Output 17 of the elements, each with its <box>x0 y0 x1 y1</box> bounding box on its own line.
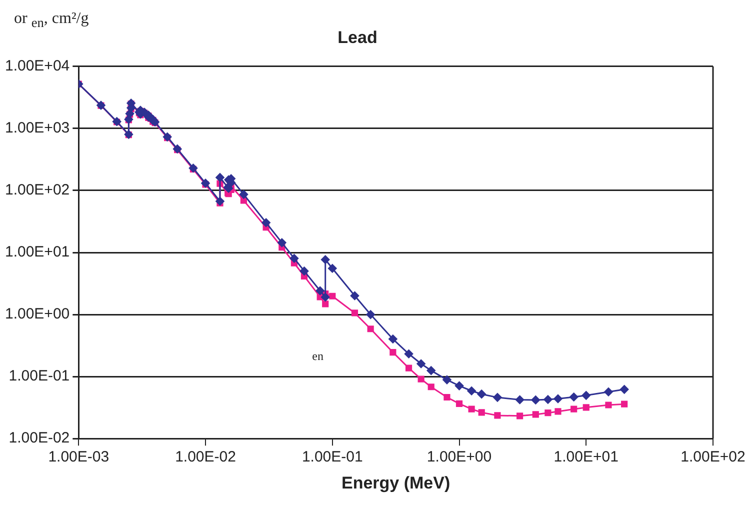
x-tick-label: 1.00E-01 <box>302 448 363 466</box>
x-tick-label: 1.00E+01 <box>554 448 618 466</box>
y-tick-label: 1.00E+02 <box>4 182 70 199</box>
y-axis-title: or $_{en}$, cm²/g <box>14 10 89 32</box>
y-tick-label: 1.00E+04 <box>4 58 70 75</box>
y-tick-label: 1.00E+03 <box>4 120 70 137</box>
y-tick-label: 1.00E-02 <box>8 430 70 447</box>
annotation: en <box>312 348 324 363</box>
y-tick-label: 1.00E+00 <box>4 306 70 323</box>
y-tick-label: 1.00E-01 <box>8 368 70 385</box>
x-tick-label: 1.00E-02 <box>175 448 236 466</box>
x-axis-title: Energy (MeV) <box>342 473 450 492</box>
x-tick-label: 1.00E-03 <box>48 448 110 466</box>
x-tick-label: 1.00E+00 <box>426 448 492 466</box>
y-tick-label: 1.00E+01 <box>4 244 70 261</box>
chart-title: Lead <box>338 28 378 47</box>
x-tick-label: 1.00E+02 <box>680 448 746 466</box>
